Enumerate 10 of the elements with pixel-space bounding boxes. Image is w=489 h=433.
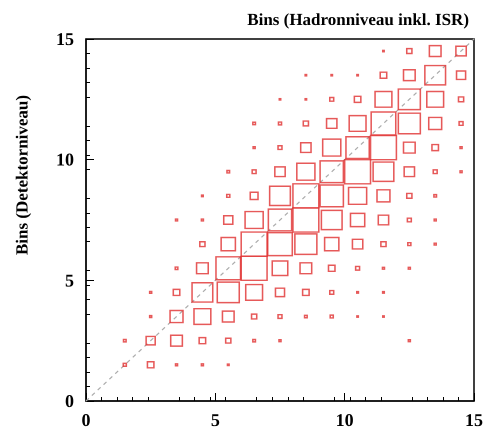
x-axis-title: Bins (Hadronniveau inkl. ISR) bbox=[247, 10, 470, 29]
x-tick-label: 5 bbox=[210, 410, 220, 430]
y-tick-label: 0 bbox=[65, 391, 74, 411]
y-tick-label: 5 bbox=[65, 270, 74, 290]
x-tick-label: 15 bbox=[465, 410, 483, 430]
y-tick-label: 10 bbox=[56, 150, 74, 170]
y-tick-label: 15 bbox=[56, 29, 74, 49]
x-tick-label: 10 bbox=[336, 410, 354, 430]
x-tick-label: 0 bbox=[82, 410, 90, 430]
y-axis-title: Bins (Detektorniveau) bbox=[12, 94, 32, 256]
